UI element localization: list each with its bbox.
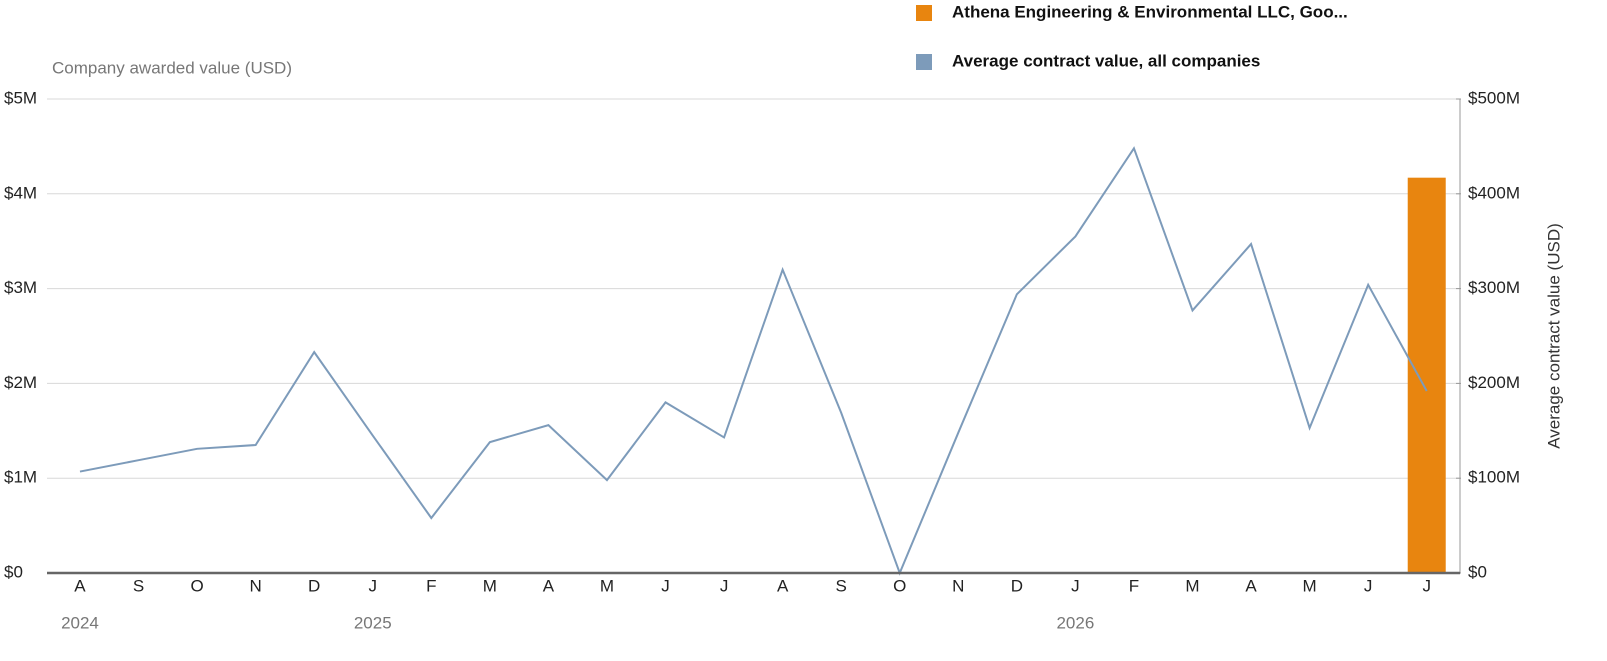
y2-axis-title: Average contract value (USD) — [1544, 223, 1563, 449]
y-tick-label: $2M — [4, 373, 37, 392]
x-tick-label: M — [1185, 576, 1199, 595]
legend-label: Athena Engineering & Environmental LLC, … — [952, 2, 1348, 21]
x-group-label: 2026 — [1056, 613, 1094, 632]
line — [79, 146, 1428, 576]
x-tick-label: J — [1071, 576, 1080, 595]
x-tick-label: J — [368, 576, 377, 595]
y-tick-label: $4M — [4, 183, 37, 202]
x-tick-label: A — [74, 576, 86, 595]
x-group-label: 2025 — [354, 613, 392, 632]
y2-tick-label: $400M — [1468, 183, 1520, 202]
x-group-label: 2024 — [61, 613, 99, 632]
x-tick-label: J — [720, 576, 729, 595]
y2-tick-label: $500M — [1468, 88, 1520, 107]
x-tick-label: F — [426, 576, 436, 595]
y-tick-label: $5M — [4, 88, 37, 107]
x-tick-label: O — [893, 576, 906, 595]
x-tick-label: M — [600, 576, 614, 595]
x-tick-label: N — [249, 576, 261, 595]
legend-swatch — [916, 5, 932, 21]
x-tick-label: A — [777, 576, 789, 595]
x-tick-label: S — [836, 576, 847, 595]
x-tick-label: F — [1129, 576, 1139, 595]
x-tick-label: N — [952, 576, 964, 595]
bar — [1407, 177, 1446, 573]
y-tick-label: $1M — [4, 468, 37, 487]
y2-tick-label: $100M — [1468, 468, 1520, 487]
y2-tick-label: $0 — [1468, 562, 1487, 581]
x-tick-label: J — [661, 576, 670, 595]
x-tick-label: M — [1303, 576, 1317, 595]
x-tick-label: A — [543, 576, 555, 595]
y2-tick-label: $200M — [1468, 373, 1520, 392]
x-tick-label: D — [308, 576, 320, 595]
y2-tick-label: $300M — [1468, 278, 1520, 297]
y-tick-label: $0 — [4, 562, 23, 581]
y-tick-label: $3M — [4, 278, 37, 297]
y-axis-title: Company awarded value (USD) — [52, 58, 292, 77]
x-tick-label: O — [190, 576, 203, 595]
x-tick-label: D — [1011, 576, 1023, 595]
x-tick-label: J — [1422, 576, 1431, 595]
x-tick-label: A — [1245, 576, 1257, 595]
legend-swatch — [916, 54, 932, 70]
x-tick-label: M — [483, 576, 497, 595]
legend-label: Average contract value, all companies — [952, 51, 1260, 70]
x-tick-label: J — [1364, 576, 1373, 595]
x-tick-label: S — [133, 576, 144, 595]
